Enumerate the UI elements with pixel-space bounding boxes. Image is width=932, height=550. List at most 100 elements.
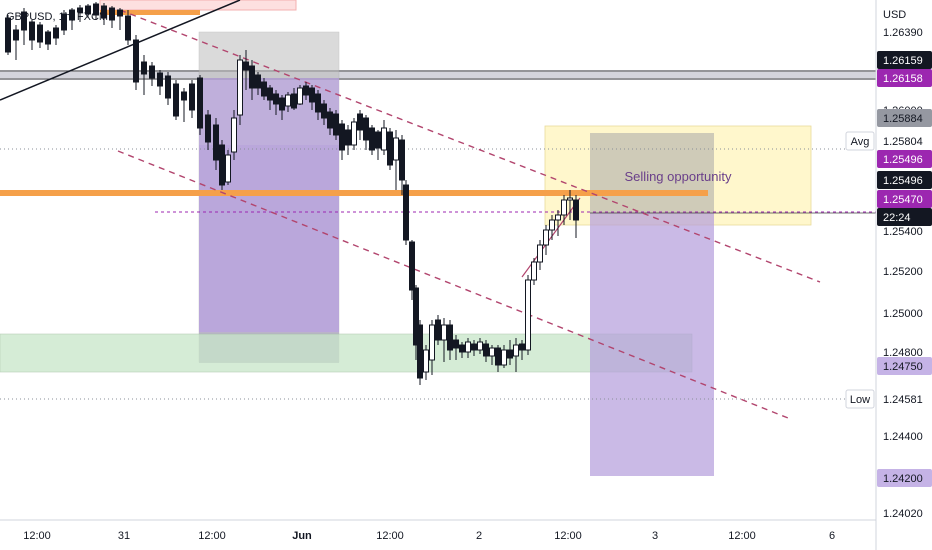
price-badge-tag [845,131,875,151]
candle-body [513,344,519,357]
candle-body [133,39,139,83]
candle-body [477,341,483,351]
candle-body [85,5,91,15]
candle-body [561,199,567,216]
candle-body [261,81,267,97]
candle-body [345,129,351,146]
price-badge-tag-label: Avg [851,136,870,148]
x-tick-label: 12:00 [376,530,404,542]
candle-body [141,61,147,75]
candle-body [117,9,123,17]
price-badge [877,132,932,150]
price-badge-value: 1.24200 [883,473,923,485]
candle-body [291,93,297,109]
candle-body [435,319,441,341]
candle-body [357,113,363,131]
candle-body [333,113,339,136]
price-badge-value: 1.25804 [883,136,923,148]
candle-body [61,13,67,31]
candle-body [489,347,495,357]
y-tick-label: 1.26390 [883,27,923,39]
x-tick-label: Jun [292,530,312,542]
candle-body [339,123,345,151]
candle-body [327,111,333,129]
candle-body [297,87,303,105]
candle-body [501,349,507,366]
candle-body [13,29,19,41]
candle-body [219,144,225,186]
candle-body [125,15,131,41]
price-badge-value: 1.26159 [883,55,923,67]
symbol-label: GBPUSD, 1h, FXCM [6,11,108,23]
price-badge [877,51,932,69]
candle-body [447,324,453,351]
price-badge-value: 1.24750 [883,361,923,373]
y-axis-ticks: 1.263901.260001.258041.254001.252001.250… [883,27,923,520]
candle-body [243,61,249,71]
pink-zone [99,0,297,11]
candle-body [393,137,399,161]
candle-body [429,324,435,361]
candle-body [555,214,561,221]
price-badge-value: 1.26158 [883,73,923,85]
candle-body [321,103,327,119]
ascending-trendline [0,0,241,101]
candle-body [149,65,155,79]
candle-body [495,347,501,366]
y-tick-label: 1.25200 [883,266,923,278]
price-badge [877,69,932,87]
candle-body [157,72,163,87]
candle-body [181,91,187,101]
candle-body [173,83,179,117]
x-tick-label: 12:00 [728,530,756,542]
candlestick-series [5,2,579,385]
candle-body [267,87,273,101]
candle-body [363,117,369,141]
short-target-area [590,213,714,476]
candle-body [231,117,237,153]
candle-body [453,339,459,349]
candle-body [417,324,423,379]
range-purple-box [199,78,339,363]
candle-body [165,75,171,99]
price-badge-value: 22:24 [883,212,911,224]
y-tick-label: 1.25000 [883,308,923,320]
candle-body [549,219,555,231]
candle-body [441,324,447,341]
x-tick-label: 2 [476,530,482,542]
candle-body [369,127,375,151]
price-badge-value: 1.25470 [883,194,923,206]
candle-body [53,27,59,39]
y-tick-label: 1.24020 [883,508,923,520]
candle-body [543,229,549,246]
candle-body [225,154,231,183]
x-tick-label: 6 [829,530,835,542]
candle-body [423,349,429,373]
candle-body [273,93,279,105]
candle-body [399,139,405,181]
demand-zone [0,333,693,373]
price-badge-value: 1.25496 [883,175,923,187]
candle-body [459,344,465,353]
selling-opportunity-note: Selling opportunity [625,169,732,184]
resistance-band-top [0,70,876,80]
candle-body [465,341,471,353]
candle-body [483,343,489,357]
candle-body [37,24,43,43]
price-badge [877,109,932,127]
candle-body [381,127,387,151]
candle-body [285,94,291,107]
price-badge [877,190,932,208]
price-badge-tag-label: Low [850,394,870,406]
candle-body [375,131,381,149]
x-axis-ticks: 12:00 31 12:00 Jun 12:00 2 12:00 3 12:00 6 [23,530,835,542]
price-badge [877,469,932,487]
price-badge-value: 1.25884 [883,113,923,125]
x-tick-label: 3 [652,530,658,542]
candle-body [409,241,415,291]
candle-body [77,7,83,13]
candle-body [573,199,579,221]
x-tick-label: 12:00 [554,530,582,542]
candle-body [537,244,543,263]
